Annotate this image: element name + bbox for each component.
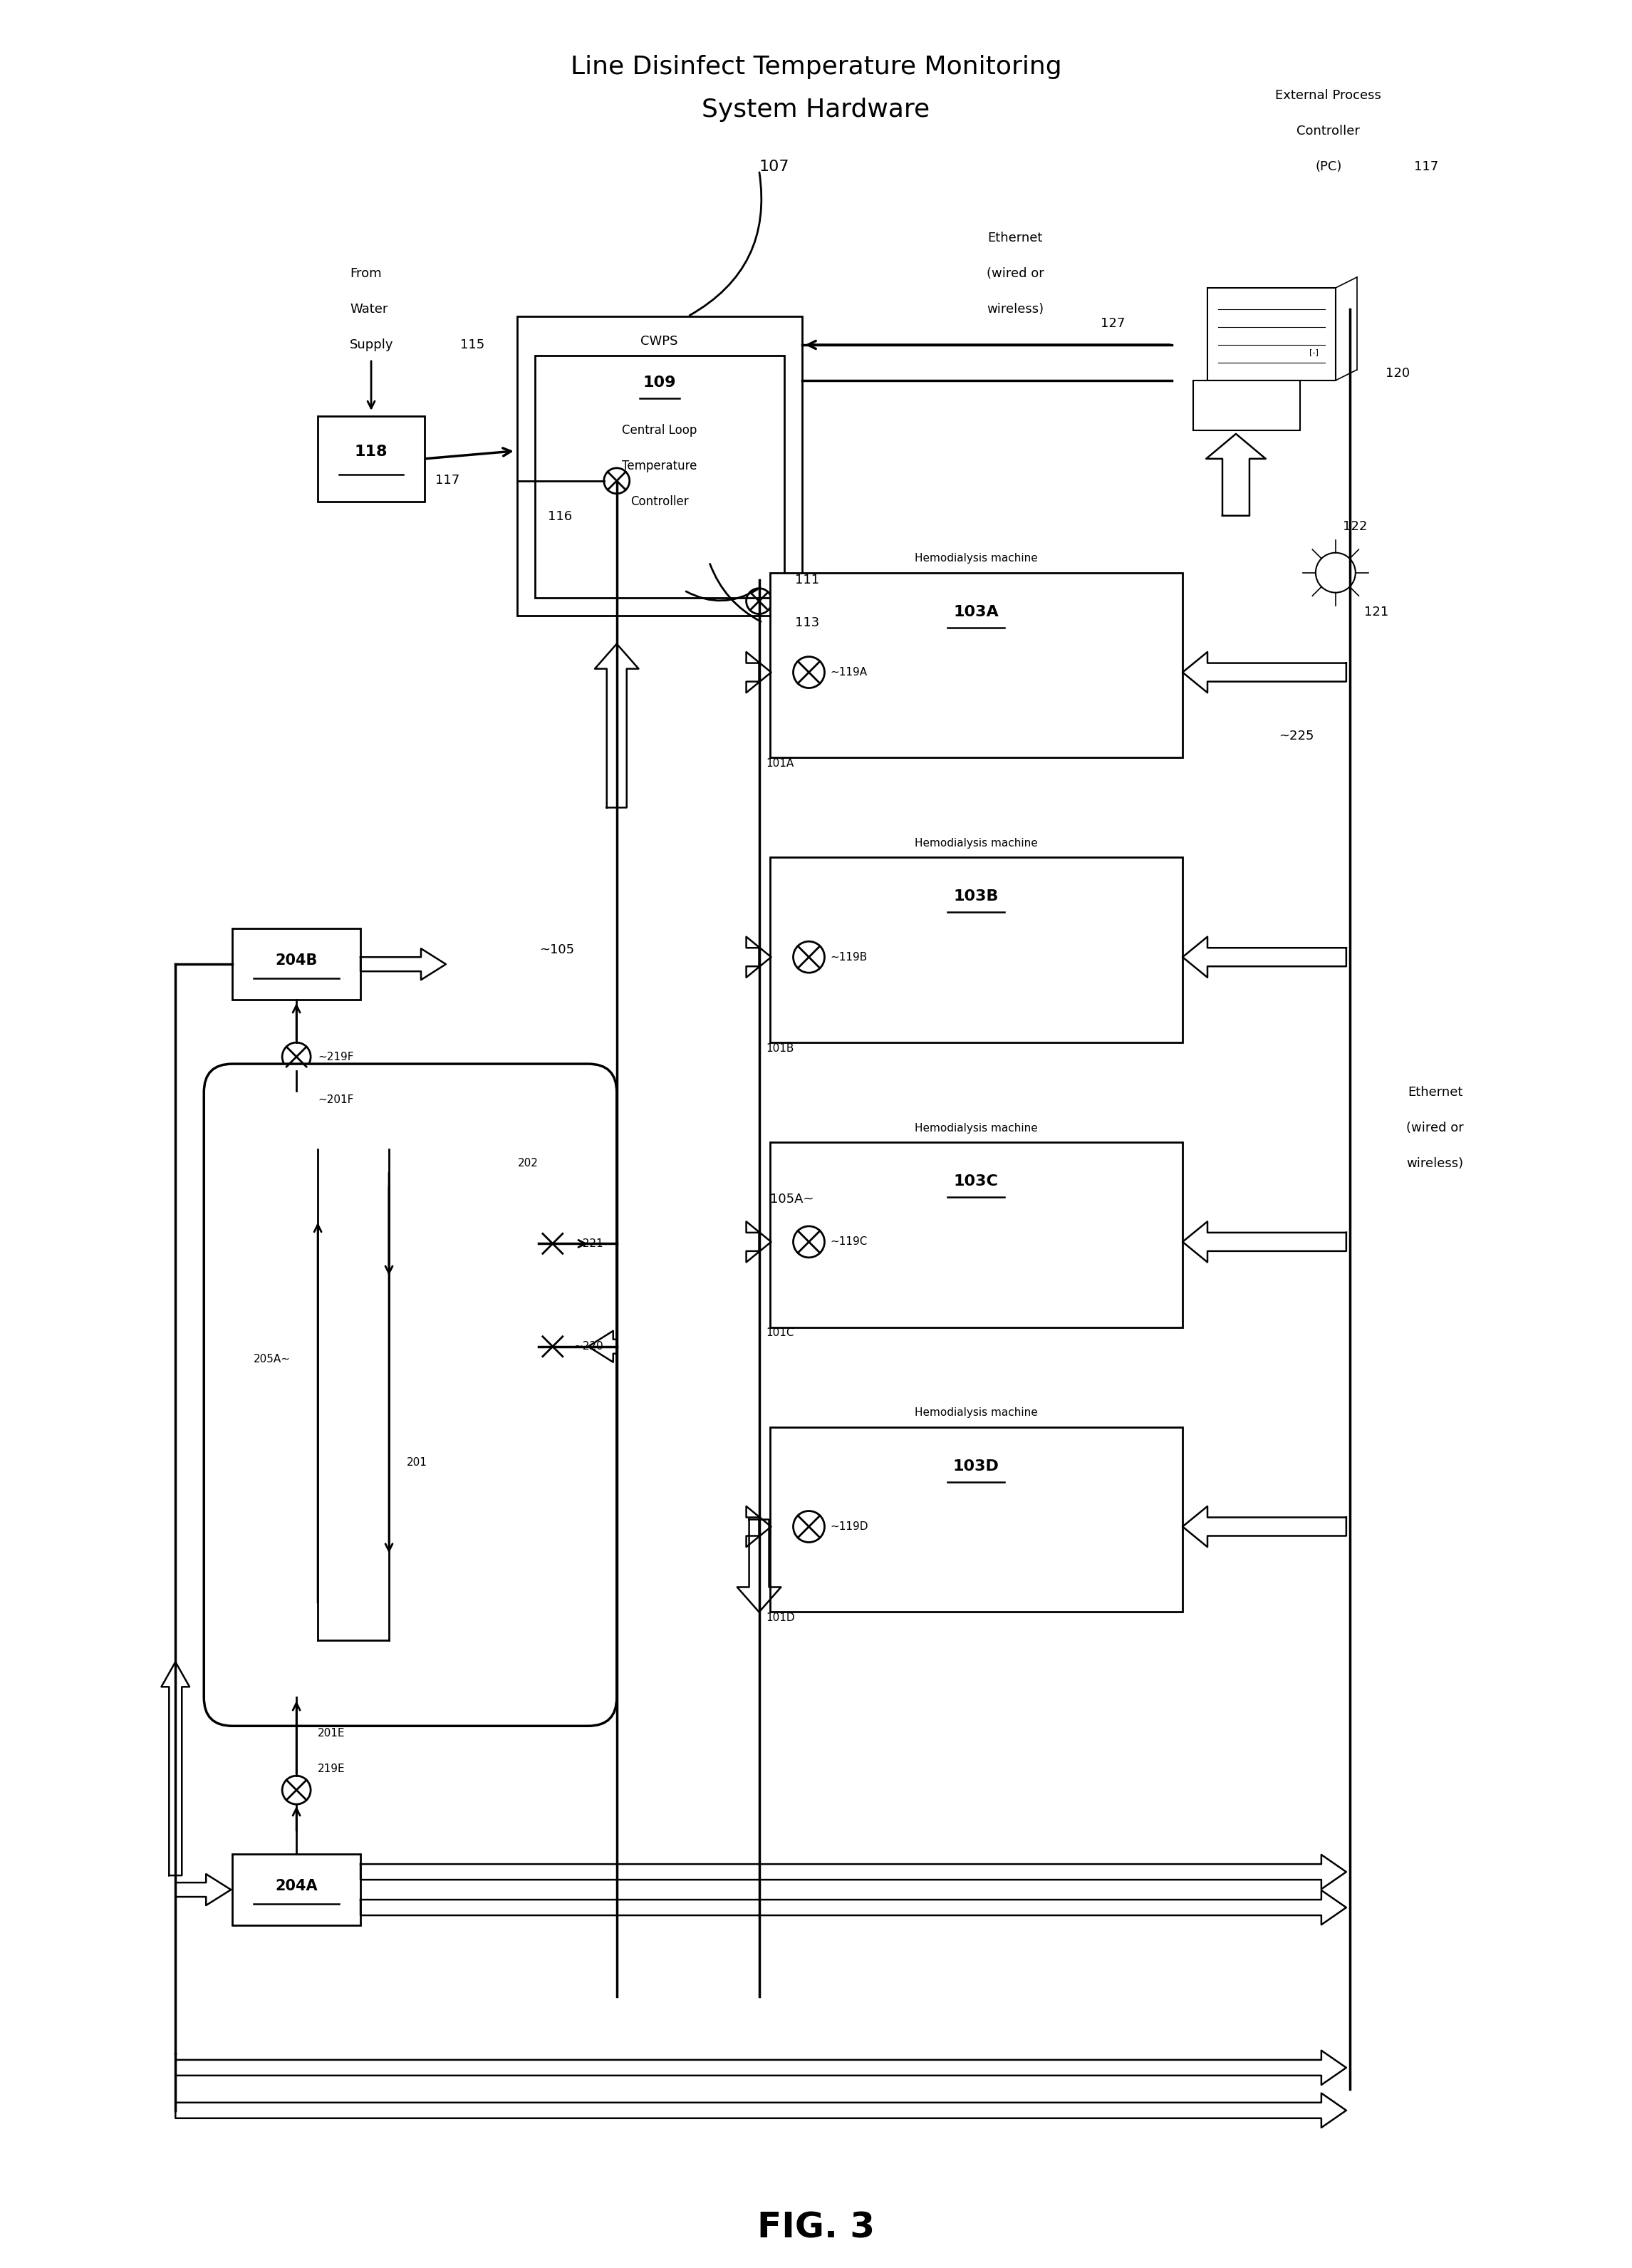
- Text: 101A: 101A: [765, 758, 795, 769]
- Text: Hemodialysis machine: Hemodialysis machine: [914, 837, 1038, 848]
- Text: ~225: ~225: [1279, 730, 1314, 744]
- Text: CWPS: CWPS: [641, 336, 679, 347]
- Bar: [535, 356, 783, 596]
- Text: Controller: Controller: [1297, 125, 1359, 138]
- Text: System Hardware: System Hardware: [702, 98, 930, 122]
- Text: [-]: [-]: [1309, 349, 1319, 356]
- Text: wireless): wireless): [987, 304, 1044, 315]
- Text: Line Disinfect Temperature Monitoring: Line Disinfect Temperature Monitoring: [570, 54, 1062, 79]
- Text: 101B: 101B: [765, 1043, 795, 1055]
- Text: External Process: External Process: [1276, 88, 1381, 102]
- Text: 122: 122: [1343, 519, 1368, 533]
- FancyBboxPatch shape: [310, 1139, 397, 1159]
- Text: 103A: 103A: [953, 606, 999, 619]
- Text: 101C: 101C: [765, 1327, 795, 1338]
- Text: 116: 116: [548, 510, 571, 524]
- Text: ~119C: ~119C: [831, 1236, 868, 1247]
- Text: 204B: 204B: [276, 953, 318, 968]
- Text: 109: 109: [643, 376, 676, 390]
- Text: Controller: Controller: [630, 494, 689, 508]
- Text: 205A~: 205A~: [253, 1354, 290, 1365]
- Text: ~105: ~105: [539, 943, 574, 957]
- Text: ~119A: ~119A: [831, 667, 867, 678]
- Text: ~220: ~220: [574, 1340, 604, 1352]
- Text: (PC): (PC): [1315, 161, 1342, 172]
- Text: 202: 202: [517, 1159, 539, 1168]
- Text: 105A~: 105A~: [770, 1193, 813, 1207]
- Text: 201: 201: [406, 1458, 428, 1467]
- Text: Hemodialysis machine: Hemodialysis machine: [914, 553, 1038, 565]
- Text: 127: 127: [1100, 318, 1124, 329]
- Bar: [517, 315, 801, 615]
- Text: 117: 117: [436, 474, 460, 488]
- Text: ~119B: ~119B: [831, 953, 868, 962]
- Text: Central Loop: Central Loop: [622, 424, 697, 438]
- Text: 103D: 103D: [953, 1458, 999, 1474]
- Text: ~221: ~221: [574, 1238, 604, 1250]
- Text: (wired or: (wired or: [986, 268, 1044, 279]
- Text: Supply: Supply: [349, 338, 393, 352]
- Text: Hemodialysis machine: Hemodialysis machine: [914, 1408, 1038, 1418]
- Text: ~219F: ~219F: [318, 1052, 354, 1061]
- Bar: [1193, 381, 1301, 431]
- Text: From: From: [349, 268, 382, 279]
- Text: Hemodialysis machine: Hemodialysis machine: [914, 1123, 1038, 1134]
- Text: 117: 117: [1413, 161, 1438, 172]
- Text: 103B: 103B: [953, 889, 999, 903]
- Text: 120: 120: [1386, 367, 1410, 379]
- Bar: [770, 572, 1183, 758]
- Bar: [770, 1143, 1183, 1327]
- Bar: [232, 1855, 361, 1926]
- Text: 219E: 219E: [318, 1762, 346, 1774]
- Text: FIG. 3: FIG. 3: [757, 2211, 875, 2245]
- Text: Temperature: Temperature: [622, 460, 697, 472]
- Text: 118: 118: [354, 445, 388, 458]
- FancyBboxPatch shape: [204, 1064, 617, 1726]
- Bar: [770, 1427, 1183, 1613]
- Text: 103C: 103C: [953, 1175, 999, 1188]
- Text: 204A: 204A: [276, 1878, 318, 1894]
- Text: 115: 115: [460, 338, 485, 352]
- Text: Ethernet: Ethernet: [987, 231, 1043, 245]
- Text: 111: 111: [795, 574, 819, 585]
- Text: 201E: 201E: [318, 1728, 346, 1737]
- Text: Water: Water: [349, 304, 388, 315]
- Text: wireless): wireless): [1407, 1157, 1464, 1170]
- Bar: [318, 415, 424, 501]
- Text: ~201F: ~201F: [318, 1093, 354, 1105]
- Bar: [770, 857, 1183, 1043]
- Bar: [232, 928, 361, 1000]
- Text: (wired or: (wired or: [1407, 1123, 1464, 1134]
- Text: Ethernet: Ethernet: [1408, 1086, 1462, 1098]
- Text: 107: 107: [759, 159, 790, 175]
- Text: 113: 113: [795, 617, 819, 628]
- Text: 121: 121: [1364, 606, 1389, 619]
- Text: ~119D: ~119D: [831, 1522, 868, 1531]
- Bar: [1208, 288, 1335, 381]
- Text: 101D: 101D: [765, 1613, 795, 1624]
